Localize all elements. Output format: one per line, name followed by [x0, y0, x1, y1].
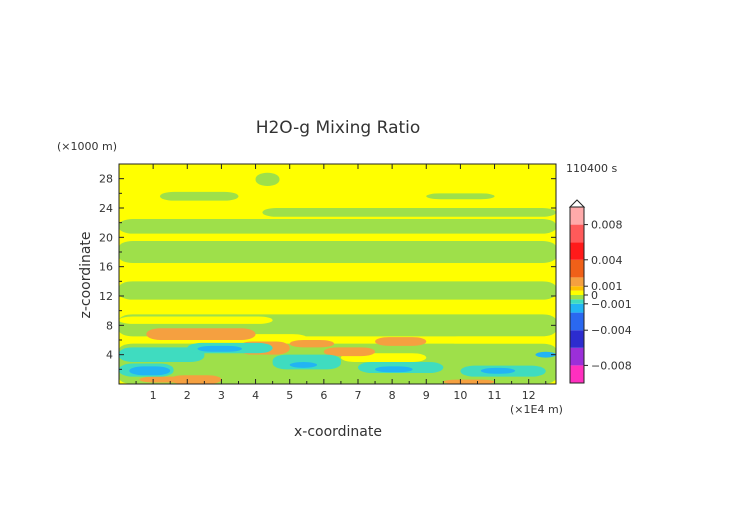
- contour-region-30: [197, 345, 242, 352]
- contour-region-20: [170, 375, 222, 384]
- colorbar-swatch-12: [570, 224, 584, 243]
- colorbar-tick-label-5: −0.004: [591, 324, 632, 337]
- colorbar-swatch-10: [570, 259, 584, 278]
- contour-region-0: [119, 241, 556, 263]
- colorbar-swatch-3: [570, 312, 584, 331]
- contour-region-11: [119, 316, 273, 324]
- x-tick-label-8: 9: [423, 389, 430, 402]
- contour-region-8: [255, 172, 280, 186]
- contour-regions: [119, 172, 556, 384]
- x-tick-label-11: 12: [522, 389, 536, 402]
- colorbar-tick-label-3: 0: [591, 289, 598, 302]
- colorbar-swatch-6: [570, 295, 584, 300]
- y-axis-label: z-coordinate: [78, 231, 94, 318]
- x-axis-label: x-coordinate: [294, 424, 382, 440]
- contour-region-23: [119, 347, 205, 362]
- y-unit-label: (×1000 m): [57, 140, 117, 153]
- colorbar-swatch-8: [570, 286, 584, 291]
- x-tick-label-4: 5: [286, 389, 293, 402]
- colorbar-swatch-5: [570, 299, 584, 304]
- colorbar-tick-label-6: −0.008: [591, 359, 632, 372]
- y-tick-label-1: 8: [106, 319, 113, 332]
- contour-region-1: [119, 281, 556, 300]
- time-label: 110400 s: [566, 162, 617, 175]
- y-tick-label-5: 24: [99, 202, 113, 215]
- x-tick-label-1: 2: [184, 389, 191, 402]
- contour-region-7: [426, 193, 495, 200]
- contour-region-4: [119, 219, 556, 234]
- contour-region-15: [146, 328, 256, 340]
- contour-region-19: [375, 337, 427, 346]
- colorbar-tick-label-4: −0.001: [591, 298, 632, 311]
- contour-region-17: [289, 340, 335, 348]
- colorbar-swatch-13: [570, 207, 584, 225]
- contour-region-5: [262, 208, 556, 217]
- contour-region-13: [443, 336, 556, 344]
- colorbar-swatch-2: [570, 330, 584, 348]
- colorbar-swatch-0: [570, 365, 584, 383]
- x-axis-ticks: 1 2 3 4 5 6 7 8 9 10 11 12: [135, 164, 547, 402]
- plot-frame: [118, 163, 557, 385]
- colorbar-tick-label-1: 0.004: [591, 254, 623, 267]
- x-tick-label-3: 4: [252, 389, 259, 402]
- chart-title: H2O-g Mixing Ratio: [256, 118, 421, 138]
- colorbar-swatches: [570, 207, 584, 383]
- x-tick-label-6: 7: [354, 389, 361, 402]
- contour-region-6: [159, 191, 239, 201]
- x-unit-label: (×1E4 m): [510, 403, 563, 416]
- contour-region-9: [170, 270, 222, 280]
- colorbar-swatch-7: [570, 290, 584, 295]
- colorbar-swatch-4: [570, 303, 584, 313]
- x-tick-label-0: 1: [150, 389, 157, 402]
- y-tick-label-2: 12: [99, 290, 113, 303]
- y-tick-label-0: 4: [106, 349, 113, 362]
- contour-region-31: [289, 362, 318, 368]
- contour-region-21: [139, 376, 188, 383]
- colorbar-tick-label-0: 0.008: [591, 219, 623, 232]
- contour-region-33: [480, 367, 516, 374]
- x-tick-label-2: 3: [218, 389, 225, 402]
- colorbar-top-arrow: [568, 199, 586, 208]
- y-tick-label-3: 16: [99, 261, 113, 274]
- contour-region-10: [409, 235, 556, 240]
- contour-region-32: [375, 366, 413, 373]
- colorbar-swatch-11: [570, 242, 584, 260]
- x-tick-label-7: 8: [389, 389, 396, 402]
- contour-region-29: [129, 366, 171, 376]
- contour-region-25: [272, 354, 341, 370]
- colorbar-tick-label-2: 0.001: [591, 280, 623, 293]
- x-tick-label-10: 11: [488, 389, 502, 402]
- y-tick-label-4: 20: [99, 231, 113, 244]
- x-tick-label-5: 6: [320, 389, 327, 402]
- colorbar-swatch-1: [570, 347, 584, 366]
- contour-region-18: [323, 347, 376, 357]
- contour-region-34: [535, 351, 556, 358]
- contour-region-22: [443, 379, 495, 384]
- colorbar-swatch-9: [570, 277, 584, 287]
- y-axis-ticks: 4 8 12 16 20 24 28: [99, 173, 556, 370]
- x-tick-label-9: 10: [453, 389, 467, 402]
- y-tick-label-6: 28: [99, 173, 113, 186]
